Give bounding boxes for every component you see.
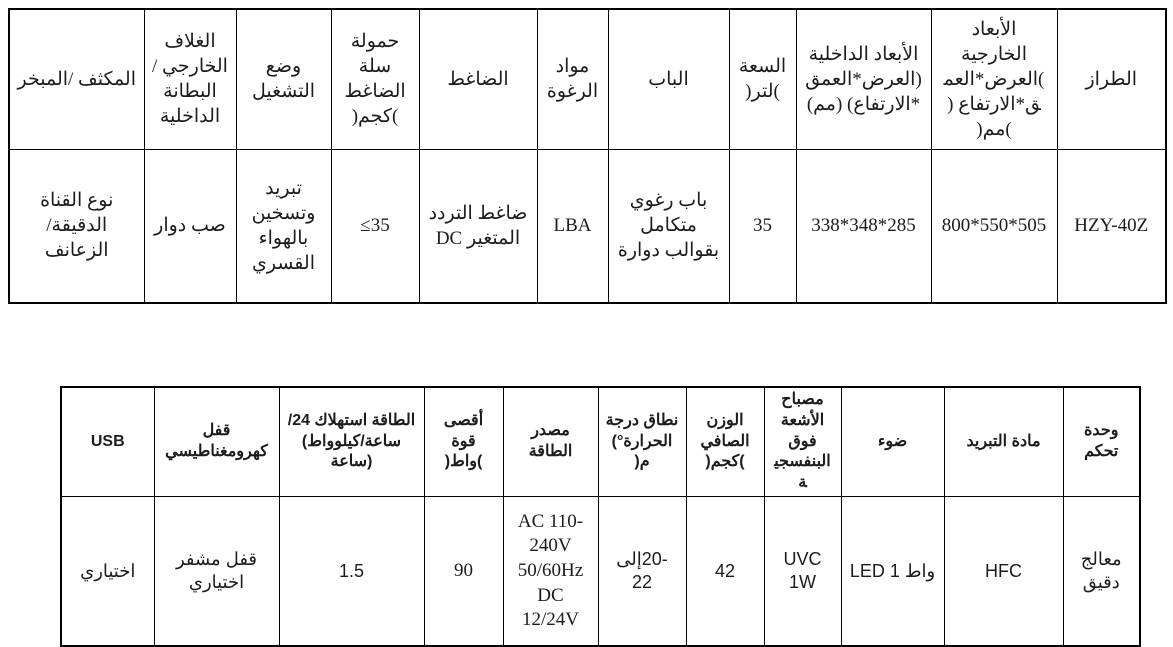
t2-value-temperature-range: -20إلى 22 [597,495,687,647]
refrigerant-value: HFC [985,560,1022,581]
t2-header-net-weight: الوزن الصافي )كجم( [685,386,765,497]
t1-value-foam-material: LBA [536,148,609,304]
t1-header-foam-material: مواد الرغوة [536,8,609,150]
t1-header-shell-liner: الغلاف الخارجي /البطانة الداخلية [143,8,237,150]
t1-value-shell-liner: صب دوار [143,148,237,304]
t1-value-internal-dimensions: 338*348*285 [795,148,932,304]
net-weight-value: 42 [714,560,736,581]
t1-header-row: الطراز الأبعاد الخارجية )العرض*العمق*الا… [8,8,1167,150]
power-source-value: AC 110-240V 50/60Hz DC 12/24V [517,510,584,631]
t1-header-model: الطراز [1056,8,1167,150]
t1-header-external-dimensions: الأبعاد الخارجية )العرض*العمق*الارتفاع (… [930,8,1058,150]
t1-data-row: HZY-40Z 800*550*505 338*348*285 35 باب ر… [8,148,1167,304]
t2-header-light: ضوء [840,386,945,497]
t2-value-net-weight: 42 [685,495,765,647]
t1-value-operating-mode: تبريد وتسخين بالهواء القسري [235,148,332,304]
max-power-value: 90 [454,559,473,581]
external-dimensions-value: 800*550*505 [941,215,1047,237]
t2-value-usb: اختياري [60,495,155,647]
t2-header-temperature-range: نطاق درجة الحرارة°) م( [597,386,687,497]
capacity-value: 35 [753,215,772,237]
energy-consumption-value: 1.5 [338,560,365,581]
usb-label: USB [90,432,125,450]
t2-value-energy-consumption: 1.5 [278,495,425,647]
t2-header-power-source: مصدر الطاقة [502,386,599,497]
t2-value-light: واط LED 1 [840,495,945,647]
model-number: HZY-40Z [1074,215,1149,237]
spec-table-bottom: وحدة تحكم مادة التبريد ضوء مصباح الأشعة … [60,386,1141,647]
t2-header-usb: USB [60,386,155,497]
t2-value-uv-lamp: UVC 1W [763,495,842,647]
t1-header-door: الباب [607,8,730,150]
t1-header-internal-dimensions: الأبعاد الداخلية (العرض*العمق*الارتفاع) … [795,8,932,150]
t1-value-basket-load: ≤35 [330,148,420,304]
t1-value-capacity: 35 [728,148,797,304]
t1-value-external-dimensions: 800*550*505 [930,148,1058,304]
uv-lamp-value: UVC 1W [783,548,822,593]
t2-header-energy-consumption: الطاقة استهلاك 24/ساعة/كيلوواط) (ساعة [278,386,425,497]
t1-header-basket-load: حمولة سلة الضاغط )كجم( [330,8,420,150]
t1-value-condenser-evaporator: نوع القناة الدقيقة/الزعانف [8,148,145,304]
t1-value-compressor: ضاغط التردد المتغير DC [418,148,538,304]
t1-header-condenser-evaporator: المكثف /المبخر [8,8,145,150]
t2-data-row: معالج دقيق HFC واط LED 1 UVC 1W 42 -20إل… [60,495,1141,647]
t1-header-operating-mode: وضع التشغيل [235,8,332,150]
internal-dimensions-value: 338*348*285 [811,215,916,237]
t2-header-electromagnetic-lock: قفل كهرومغناطيسي [153,386,280,497]
spec-table-top: الطراز الأبعاد الخارجية )العرض*العمق*الا… [8,8,1167,304]
t2-header-refrigerant: مادة التبريد [943,386,1064,497]
t1-header-capacity: السعة )لتر( [728,8,797,150]
t2-value-max-power: 90 [423,495,504,647]
t2-header-control-unit: وحدة تحكم [1062,386,1141,497]
foam-material-value: LBA [553,215,592,237]
t2-header-max-power: أقصى قوة )واط( [423,386,504,497]
t2-header-row: وحدة تحكم مادة التبريد ضوء مصباح الأشعة … [60,386,1141,497]
basket-load-value: ≤35 [360,215,390,237]
t1-value-door: باب رغوي متكامل بقوالب دوارة [607,148,730,304]
t1-header-compressor: الضاغط [418,8,538,150]
t2-value-power-source: AC 110-240V 50/60Hz DC 12/24V [502,495,599,647]
t2-value-electromagnetic-lock: قفل مشفر اختياري [153,495,280,647]
t2-value-refrigerant: HFC [943,495,1064,647]
t2-value-control-unit: معالج دقيق [1062,495,1141,647]
t1-value-model: HZY-40Z [1056,148,1167,304]
t2-header-uv-lamp: مصباح الأشعة فوق البنفسجية [763,386,842,497]
